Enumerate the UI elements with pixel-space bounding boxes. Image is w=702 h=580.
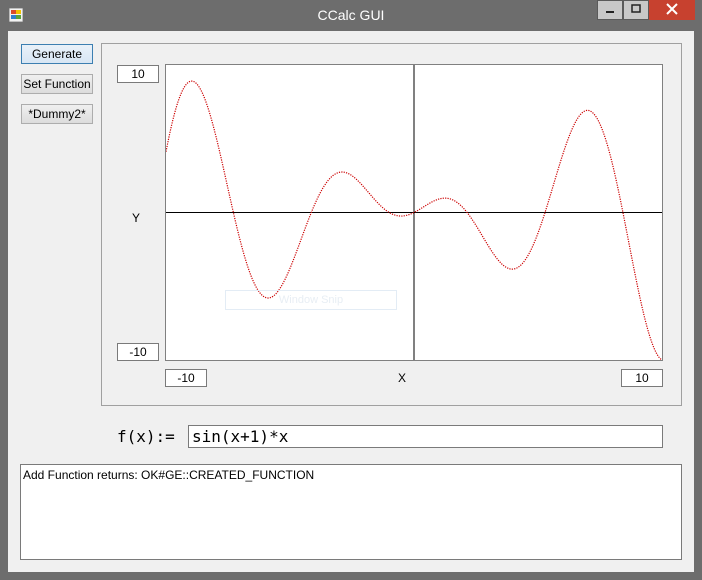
function-input[interactable]: sin(x+1)*x [188, 425, 663, 448]
window-title: CCalc GUI [317, 7, 385, 23]
minimize-icon [605, 3, 615, 17]
maximize-icon [631, 3, 641, 17]
y-axis-label: Y [132, 211, 141, 225]
dummy2-button[interactable]: *Dummy2* [21, 104, 93, 124]
plot-area [165, 64, 663, 361]
x-max-field[interactable]: 10 [621, 369, 663, 387]
set-function-button[interactable]: Set Function [21, 74, 93, 94]
title-bar[interactable]: CCalc GUI [0, 0, 702, 30]
generate-button[interactable]: Generate [21, 44, 93, 64]
x-min-field[interactable]: -10 [165, 369, 207, 387]
snip-overlay-hint: Window Snip [225, 290, 397, 310]
function-curve [166, 80, 662, 360]
plot-panel [101, 43, 682, 406]
maximize-button[interactable] [623, 0, 649, 20]
x-axis-label: X [398, 371, 407, 385]
function-graph [166, 65, 662, 360]
function-label: f(x):= [117, 427, 175, 446]
minimize-button[interactable] [597, 0, 623, 20]
client-area: Generate Set Function *Dummy2* 10 -10 -1… [8, 31, 694, 572]
output-log[interactable]: Add Function returns: OK#GE::CREATED_FUN… [20, 464, 682, 560]
close-icon [666, 2, 678, 18]
y-max-field[interactable]: 10 [117, 65, 159, 83]
close-button[interactable] [649, 0, 695, 20]
y-min-field[interactable]: -10 [117, 343, 159, 361]
